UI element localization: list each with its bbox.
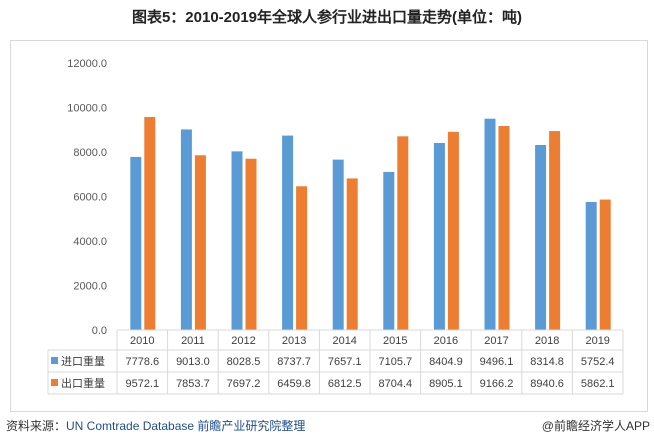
- bar-export: [397, 136, 409, 330]
- bar-import: [383, 171, 395, 330]
- x-tick-label: 2012: [231, 335, 255, 347]
- y-tick-label: 0.0: [92, 325, 107, 337]
- bar-export: [498, 126, 510, 330]
- data-label: 9572.1: [125, 378, 159, 390]
- source-note: 资料来源：UN Comtrade Database 前瞻产业研究院整理: [6, 417, 305, 434]
- y-tick-label: 2000.0: [73, 281, 107, 293]
- data-label: 7657.1: [328, 356, 362, 368]
- source-prefix: 资料来源：: [6, 419, 67, 433]
- credit: @前瞻经济学人APP: [541, 419, 650, 433]
- data-label: 8704.4: [378, 378, 412, 390]
- bar-import: [535, 144, 547, 330]
- y-tick-label: 12000.0: [67, 58, 107, 70]
- bar-import: [282, 135, 294, 330]
- data-label: 7697.2: [227, 378, 261, 390]
- data-label: 8737.7: [277, 356, 311, 368]
- data-label: 8404.9: [429, 356, 463, 368]
- data-label: 8028.5: [227, 356, 261, 368]
- x-tick-label: 2015: [383, 335, 407, 347]
- data-label: 7105.7: [378, 356, 412, 368]
- bar-import: [130, 156, 142, 330]
- data-label: 6812.5: [328, 378, 362, 390]
- bar-export: [549, 131, 561, 330]
- bar-export: [296, 186, 308, 330]
- legend-swatch: [51, 357, 58, 364]
- legend-label: 进口重量: [61, 354, 105, 368]
- data-label: 8905.1: [429, 378, 463, 390]
- chart-title: 图表5：2010-2019年全球人参行业进出口量走势(单位：吨): [131, 9, 523, 26]
- bar-export: [346, 178, 358, 330]
- legend-label: 出口重量: [61, 376, 105, 390]
- x-tick-label: 2016: [434, 335, 458, 347]
- bar-export: [447, 131, 459, 330]
- data-label: 7778.6: [125, 356, 159, 368]
- y-tick-label: 8000.0: [73, 147, 107, 159]
- bar-export: [194, 155, 206, 330]
- data-label: 8940.6: [530, 378, 564, 390]
- x-tick-label: 2018: [535, 335, 559, 347]
- bar-export: [144, 117, 156, 330]
- x-tick-label: 2010: [130, 335, 154, 347]
- data-label: 7853.7: [176, 378, 210, 390]
- bar-import: [231, 151, 243, 330]
- legend-swatch: [51, 379, 58, 386]
- data-label: 9013.0: [176, 356, 210, 368]
- data-label: 8314.8: [530, 356, 564, 368]
- source-text: UN Comtrade Database 前瞻产业研究院整理: [66, 419, 306, 433]
- bar-import: [180, 129, 192, 330]
- data-label: 9496.1: [480, 356, 514, 368]
- bar-export: [599, 199, 611, 330]
- data-label: 6459.8: [277, 378, 311, 390]
- bar-import: [484, 118, 496, 330]
- data-label: 5862.1: [581, 378, 615, 390]
- x-tick-label: 2011: [181, 335, 205, 347]
- bar-import: [585, 202, 597, 330]
- x-tick-label: 2019: [585, 335, 609, 347]
- data-label: 9166.2: [480, 378, 514, 390]
- bar-export: [245, 158, 257, 330]
- chart-frame: [10, 40, 648, 412]
- y-tick-label: 10000.0: [67, 103, 107, 115]
- bar-import: [332, 159, 344, 330]
- bar-import: [433, 142, 445, 330]
- x-tick-label: 2013: [282, 335, 306, 347]
- x-tick-label: 2014: [332, 335, 356, 347]
- y-tick-label: 6000.0: [73, 192, 107, 204]
- y-tick-label: 4000.0: [73, 236, 107, 248]
- data-label: 5752.4: [581, 356, 615, 368]
- x-tick-label: 2017: [484, 335, 508, 347]
